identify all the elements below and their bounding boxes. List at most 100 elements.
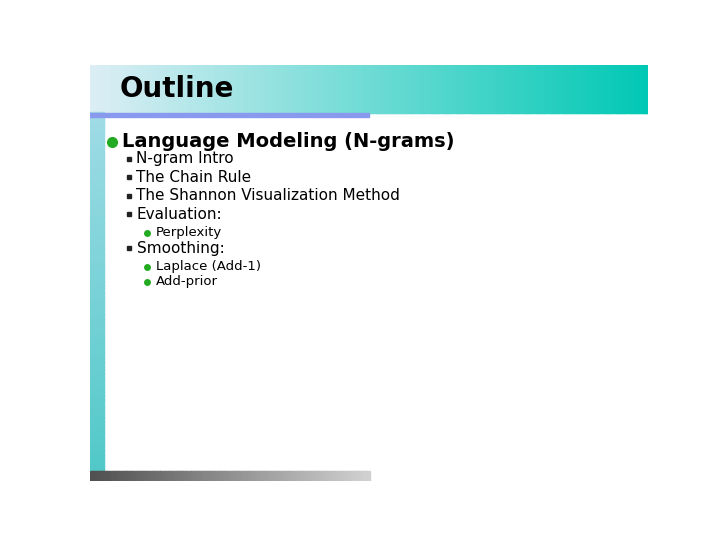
Bar: [90, 421, 104, 426]
Bar: [280, 471, 283, 481]
Bar: [244, 65, 247, 112]
Bar: [397, 65, 400, 112]
Bar: [90, 288, 104, 293]
Bar: [490, 65, 492, 112]
Text: Perplexity: Perplexity: [156, 226, 222, 239]
Bar: [90, 207, 104, 212]
Bar: [105, 65, 107, 112]
Bar: [583, 65, 585, 112]
Bar: [90, 402, 104, 407]
Bar: [481, 65, 483, 112]
Bar: [249, 471, 253, 481]
Bar: [601, 65, 604, 112]
Bar: [140, 65, 143, 112]
Bar: [382, 65, 384, 112]
Bar: [510, 65, 513, 112]
Bar: [90, 278, 104, 282]
Bar: [343, 65, 346, 112]
Bar: [562, 65, 565, 112]
Bar: [185, 65, 187, 112]
Bar: [392, 65, 394, 112]
Bar: [90, 428, 104, 433]
Bar: [570, 65, 572, 112]
Text: Laplace (Add-1): Laplace (Add-1): [156, 260, 261, 273]
Bar: [324, 65, 327, 112]
Bar: [384, 65, 387, 112]
Bar: [327, 471, 330, 481]
Bar: [326, 65, 329, 112]
Bar: [107, 471, 110, 481]
Bar: [90, 285, 104, 289]
Bar: [271, 471, 275, 481]
Bar: [508, 65, 511, 112]
Bar: [300, 65, 303, 112]
Bar: [210, 471, 214, 481]
Bar: [90, 369, 104, 374]
Bar: [90, 325, 104, 330]
Bar: [148, 65, 150, 112]
Bar: [90, 469, 104, 473]
Bar: [572, 65, 575, 112]
Bar: [209, 65, 212, 112]
Bar: [90, 171, 104, 175]
Bar: [492, 65, 495, 112]
Bar: [544, 65, 546, 112]
Bar: [90, 197, 104, 201]
Bar: [320, 65, 323, 112]
Bar: [453, 65, 455, 112]
Bar: [356, 65, 359, 112]
Bar: [172, 65, 174, 112]
Bar: [90, 181, 104, 186]
Bar: [361, 471, 364, 481]
Bar: [462, 65, 464, 112]
Bar: [581, 65, 584, 112]
Bar: [90, 281, 104, 286]
Bar: [118, 471, 122, 481]
Bar: [109, 65, 111, 112]
Bar: [555, 65, 557, 112]
Bar: [419, 65, 422, 112]
Bar: [205, 65, 208, 112]
Bar: [609, 65, 611, 112]
Bar: [641, 65, 643, 112]
Bar: [252, 65, 254, 112]
Bar: [104, 471, 107, 481]
Bar: [90, 126, 104, 131]
Bar: [520, 65, 522, 112]
Bar: [557, 65, 559, 112]
Bar: [171, 471, 174, 481]
Bar: [438, 65, 441, 112]
Bar: [233, 471, 236, 481]
Bar: [90, 373, 104, 377]
Bar: [533, 65, 535, 112]
Bar: [186, 65, 189, 112]
Bar: [239, 65, 241, 112]
Bar: [307, 471, 311, 481]
Bar: [274, 65, 276, 112]
Bar: [217, 65, 219, 112]
Bar: [616, 65, 619, 112]
Bar: [336, 471, 339, 481]
Bar: [371, 65, 374, 112]
Bar: [90, 399, 104, 403]
Bar: [90, 226, 104, 231]
Bar: [428, 65, 431, 112]
Bar: [387, 65, 390, 112]
Bar: [297, 471, 300, 481]
Bar: [611, 65, 613, 112]
Bar: [131, 65, 133, 112]
Bar: [319, 65, 321, 112]
Bar: [90, 200, 104, 205]
Bar: [272, 65, 275, 112]
Bar: [127, 194, 131, 198]
Bar: [534, 65, 537, 112]
Bar: [297, 65, 299, 112]
Bar: [282, 65, 284, 112]
Bar: [90, 222, 104, 227]
Bar: [148, 471, 152, 481]
Bar: [129, 65, 132, 112]
Bar: [598, 65, 600, 112]
Bar: [198, 65, 200, 112]
Bar: [90, 65, 93, 112]
Bar: [124, 471, 127, 481]
